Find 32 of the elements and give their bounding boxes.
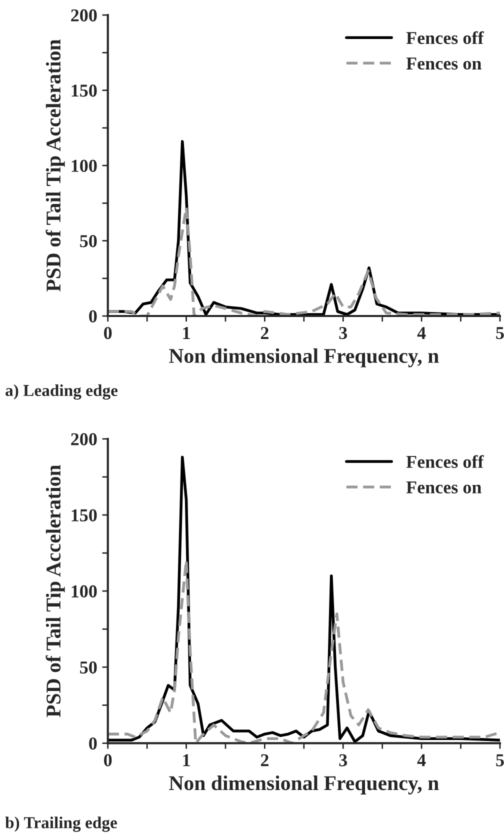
x-tick-label: 4 (417, 327, 426, 339)
y-axis-title: PSD of Tail Tip Acceleration (46, 39, 65, 292)
x-axis-title: Non dimensional Frequency, n (169, 776, 439, 794)
legend-label: Fences on (406, 481, 482, 494)
text: b) Trailing edge (5, 816, 117, 832)
x-tick-label: 2 (260, 326, 268, 339)
x-tick-label: 0 (104, 326, 112, 340)
y-tick-label: 150 (72, 84, 97, 97)
x-tick-label: 5 (496, 754, 504, 766)
legend-label: Fences off (406, 455, 484, 468)
x-tick-label: 1 (183, 754, 190, 766)
y-tick-label: 50 (80, 235, 97, 248)
y-tick-label: 0 (89, 310, 97, 322)
x-tick-label: 4 (417, 754, 426, 766)
x-tick-label: 3 (339, 326, 348, 340)
x-tick-label: 1 (183, 327, 190, 339)
y-tick-label: 50 (80, 661, 97, 674)
y-tick-label: 0 (89, 737, 97, 750)
y-tick-label: 100 (72, 585, 97, 598)
x-tick-label: 3 (339, 754, 348, 766)
x-tick-label: 0 (104, 754, 112, 766)
y-tick-label: 100 (72, 160, 97, 172)
legend-label: Fences off (406, 31, 484, 44)
x-tick-label: 5 (496, 327, 504, 340)
x-tick-label: 2 (260, 754, 268, 766)
x-axis-title: Non dimensional Frequency, n (169, 348, 439, 368)
text: a) Leading edge (6, 384, 118, 400)
y-tick-label: 200 (71, 433, 97, 446)
legend-label: Fences on (406, 58, 482, 70)
y-tick-label: 200 (71, 9, 97, 22)
y-axis-title: PSD of Tail Tip Acceleration (46, 464, 65, 718)
y-tick-label: 150 (72, 509, 97, 522)
